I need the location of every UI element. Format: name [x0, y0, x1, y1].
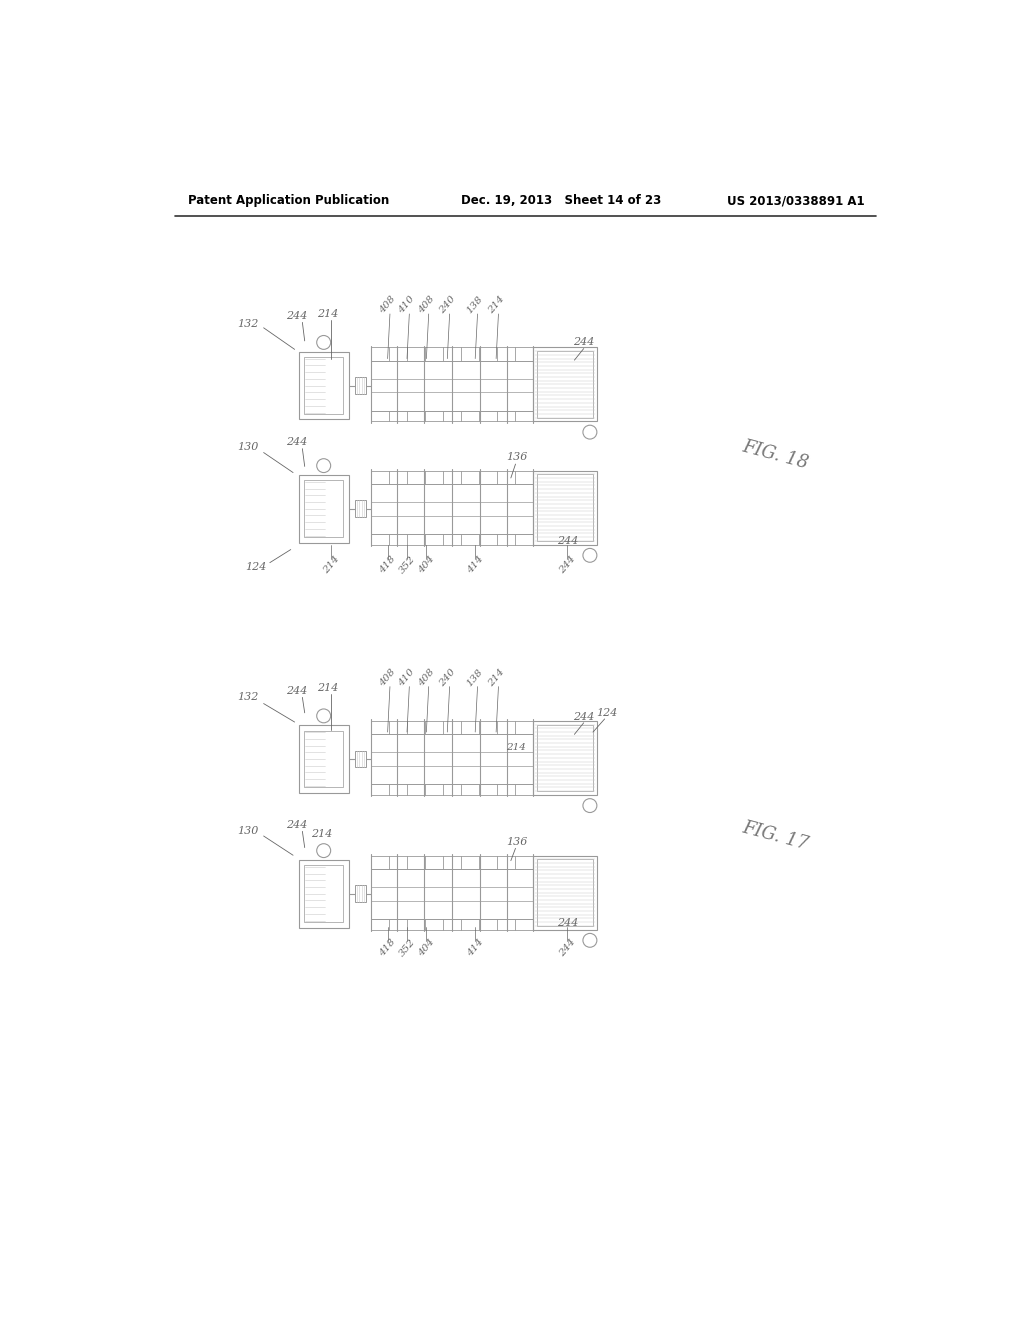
Text: 404: 404	[417, 937, 436, 958]
Text: 244: 244	[287, 312, 307, 321]
Text: 352: 352	[397, 937, 417, 958]
Text: 404: 404	[417, 554, 436, 576]
Text: 244: 244	[558, 937, 578, 958]
Bar	[534, 347, 597, 421]
Bar	[538, 859, 593, 925]
Text: 408: 408	[378, 668, 397, 689]
Text: 132: 132	[238, 319, 259, 329]
Text: 136: 136	[506, 453, 527, 462]
Bar	[299, 725, 349, 793]
Text: 244: 244	[573, 711, 594, 722]
Text: 138: 138	[465, 668, 485, 689]
Bar	[299, 475, 349, 543]
Text: 214: 214	[486, 668, 506, 689]
Text: 410: 410	[397, 294, 417, 315]
Text: 214: 214	[322, 554, 341, 576]
Bar	[355, 500, 366, 517]
Bar	[534, 855, 597, 929]
Bar	[538, 351, 593, 417]
Text: 244: 244	[287, 686, 307, 696]
Bar	[299, 859, 349, 928]
Text: 240: 240	[437, 294, 457, 315]
Bar	[538, 474, 593, 541]
Text: FIG. 18: FIG. 18	[740, 437, 810, 473]
Text: 352: 352	[397, 554, 417, 576]
Bar	[538, 725, 593, 791]
Bar	[299, 351, 349, 420]
Text: 124: 124	[596, 708, 617, 718]
Text: 414: 414	[465, 554, 485, 576]
Bar	[355, 378, 366, 393]
Text: 136: 136	[506, 837, 527, 847]
Bar	[304, 730, 343, 788]
Text: 244: 244	[558, 554, 578, 576]
Text: 414: 414	[465, 937, 485, 958]
Text: FIG. 17: FIG. 17	[740, 818, 810, 854]
Bar	[304, 480, 343, 537]
Text: Patent Application Publication: Patent Application Publication	[188, 194, 390, 207]
Text: US 2013/0338891 A1: US 2013/0338891 A1	[727, 194, 864, 207]
Text: 132: 132	[238, 693, 259, 702]
Bar	[304, 358, 343, 414]
Text: 240: 240	[437, 668, 457, 689]
Bar	[534, 721, 597, 795]
Text: 244: 244	[557, 536, 579, 546]
Text: 408: 408	[378, 294, 397, 315]
Bar	[355, 886, 366, 903]
Text: 244: 244	[287, 820, 307, 830]
Text: 130: 130	[238, 442, 259, 453]
Text: 214: 214	[486, 294, 506, 315]
Bar	[304, 866, 343, 923]
Text: 214: 214	[311, 829, 333, 840]
Text: 418: 418	[378, 937, 397, 958]
Bar	[355, 751, 366, 767]
Text: 214: 214	[317, 684, 339, 693]
Text: 214: 214	[506, 743, 525, 752]
Text: 124: 124	[245, 561, 266, 572]
Text: 418: 418	[378, 554, 397, 576]
Text: 408: 408	[417, 668, 436, 689]
Text: 408: 408	[417, 294, 436, 315]
Text: Dec. 19, 2013   Sheet 14 of 23: Dec. 19, 2013 Sheet 14 of 23	[461, 194, 662, 207]
Text: 244: 244	[557, 917, 579, 928]
Text: 214: 214	[317, 309, 339, 319]
Text: 244: 244	[573, 337, 594, 347]
Text: 130: 130	[238, 825, 259, 836]
Bar	[534, 471, 597, 545]
Text: 244: 244	[287, 437, 307, 446]
Text: 138: 138	[465, 294, 485, 315]
Text: 410: 410	[397, 668, 417, 689]
